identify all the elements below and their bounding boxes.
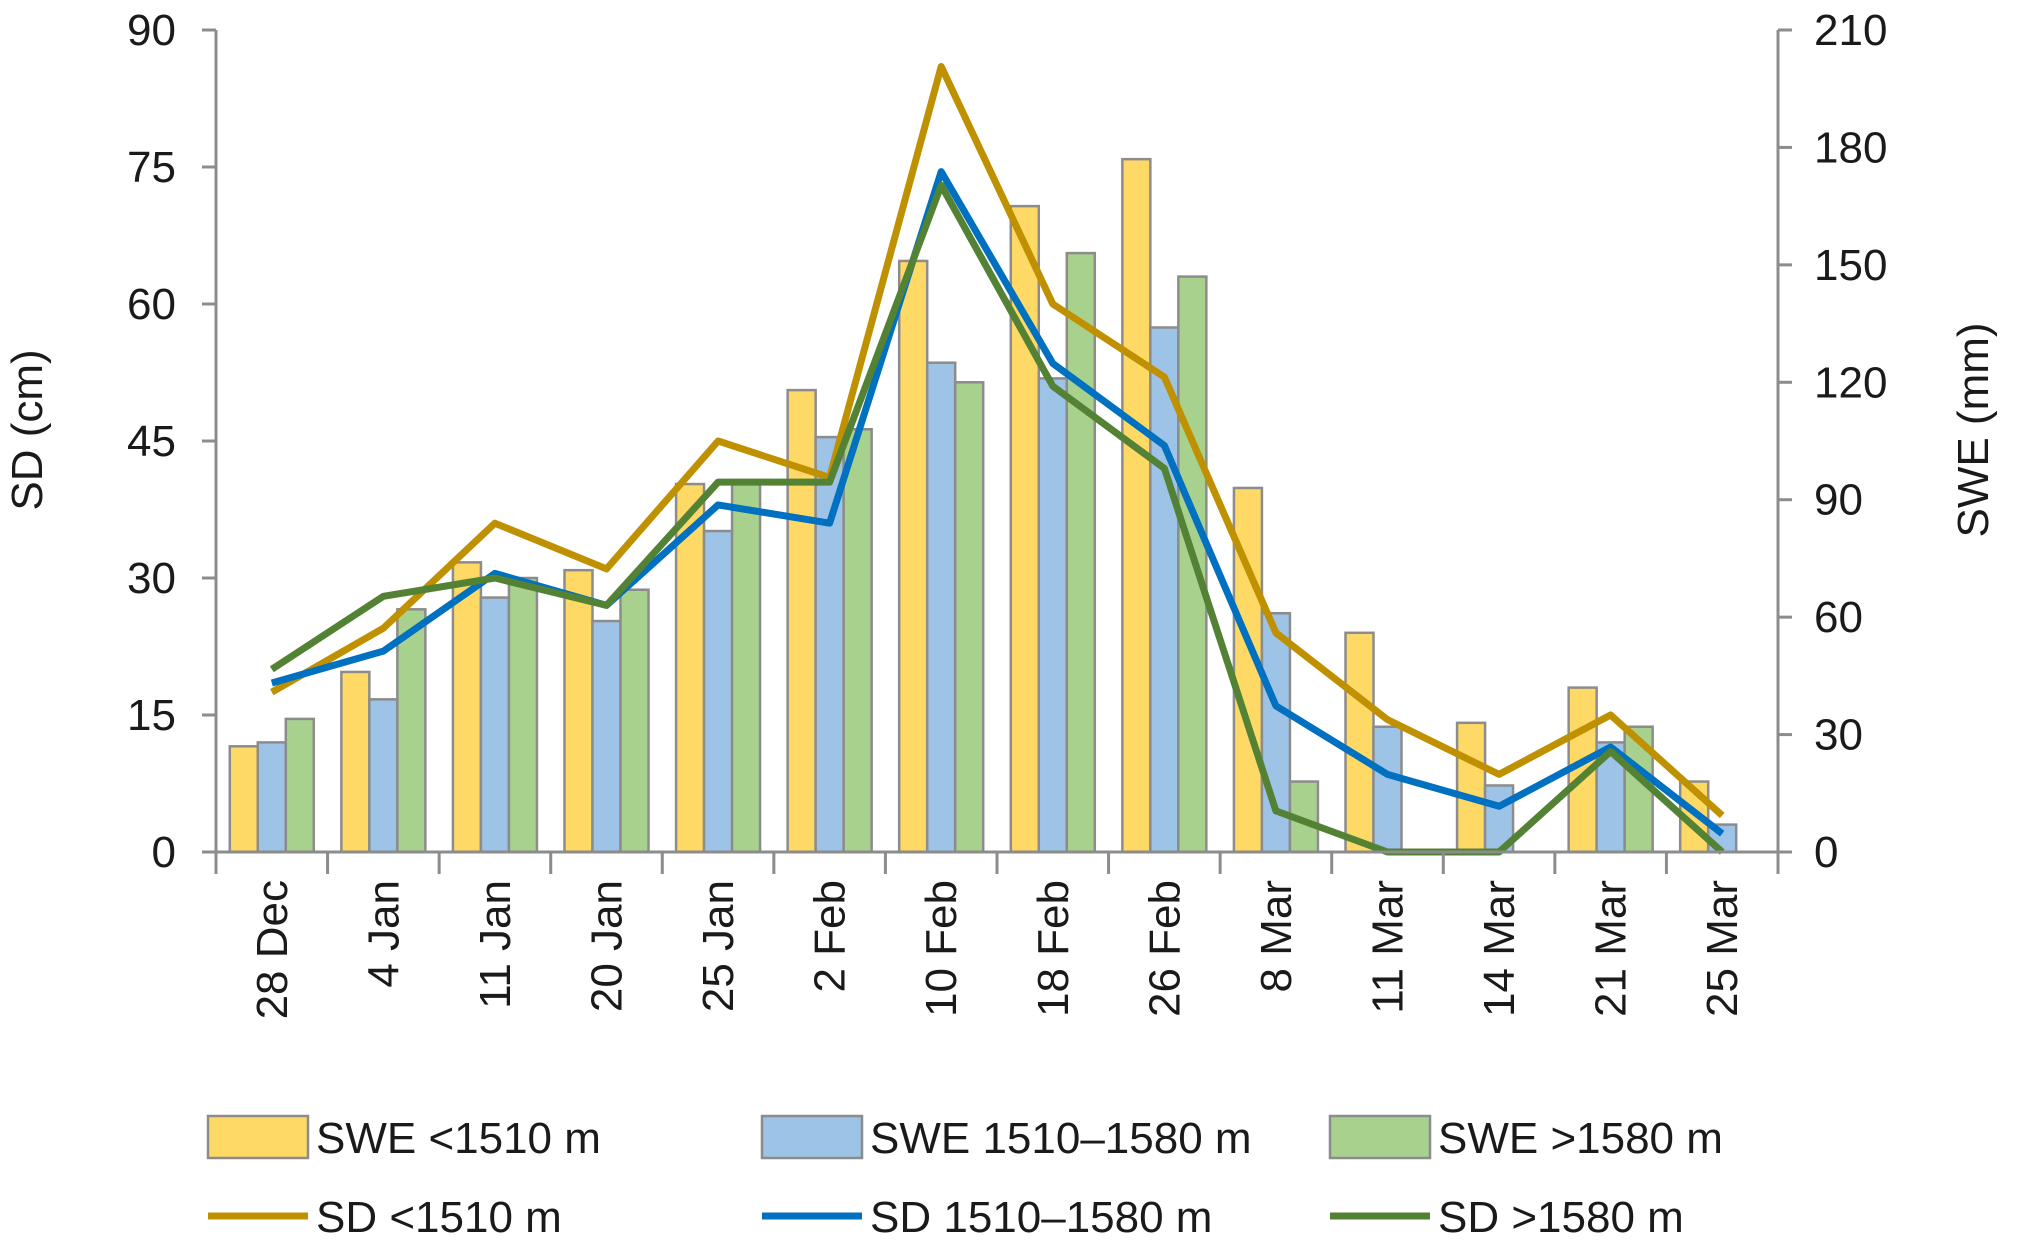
legend-label-line-0: SD <1510 m [316, 1193, 562, 1242]
y-right-tick-label-5: 150 [1814, 241, 1887, 290]
y-left-tick-label-3: 45 [127, 417, 176, 466]
x-tick-label-4: 25 Jan [694, 880, 743, 1012]
x-tick-label-0: 28 Dec [248, 880, 297, 1019]
legend: SWE <1510 m SWE 1510–1580 m SWE >1580 m SD … [206, 1114, 1723, 1242]
x-tick-label-12: 21 Mar [1587, 880, 1636, 1017]
bar-swe-s0-c5 [786, 388, 817, 854]
x-tick-label-2: 11 Jan [471, 880, 520, 1009]
y-right-tick-label-3: 90 [1814, 476, 1863, 525]
y-right-tick-label-0: 0 [1814, 828, 1838, 877]
bar-swe-s0-c6 [897, 259, 929, 854]
legend-label-bar-0: SWE <1510 m [316, 1114, 601, 1163]
bar-swe-s1-c4 [702, 529, 734, 854]
bar-swe-s2-c5 [842, 428, 873, 854]
y-left-tick-label-6: 90 [127, 6, 176, 55]
x-tick-label-8: 26 Feb [1140, 880, 1189, 1017]
x-tick-label-9: 8 Mar [1252, 880, 1301, 992]
y-left-tick-label-2: 30 [127, 554, 176, 603]
axes-layer: 0 15 30 45 60 75 90 0 30 60 90 120 150 180 210 28 Dec 4 … [127, 6, 1887, 1019]
bar-swe-s0-c3 [563, 568, 594, 854]
legend-swatch-bar-0 [206, 1114, 310, 1160]
y-axis-left-title: SD (cm) [3, 349, 52, 510]
y-left-tick-label-0: 0 [152, 828, 176, 877]
bar-swe-s1-c7 [1037, 377, 1069, 854]
x-tick-label-3: 20 Jan [583, 880, 632, 1012]
bar-swe-s0-c11 [1455, 721, 1487, 854]
bar-swe-s1-c0 [256, 741, 288, 854]
bar-swe-s0-c10 [1344, 631, 1375, 854]
legend-swatch-bar-2 [1328, 1114, 1432, 1160]
y-left-tick-label-4: 60 [127, 280, 176, 329]
legend-swatch-bar-1 [760, 1114, 864, 1160]
bar-swe-s0-c0 [228, 745, 260, 854]
line-sd-series-1 [270, 168, 1725, 837]
legend-label-line-2: SD >1580 m [1438, 1193, 1684, 1242]
bar-swe-s0-c2 [451, 561, 483, 854]
bar-swe-s0-c8 [1121, 157, 1152, 854]
y-left-tick-label-1: 15 [127, 691, 176, 740]
bar-swe-s1-c6 [925, 361, 957, 854]
bar-swe-s2-c7 [1065, 251, 1097, 854]
bar-swe-s0-c1 [340, 670, 371, 854]
x-tick-label-5: 2 Feb [806, 880, 855, 993]
x-tick-label-7: 18 Feb [1029, 880, 1078, 1017]
bar-swe-s1-c3 [591, 619, 622, 854]
y-right-tick-label-2: 60 [1814, 593, 1863, 642]
bar-swe-s1-c2 [479, 596, 511, 854]
x-tick-label-1: 4 Jan [359, 880, 408, 988]
x-tick-label-6: 10 Feb [917, 880, 966, 1017]
y-right-tick-label-7: 210 [1814, 6, 1887, 55]
x-tick-label-10: 11 Mar [1364, 880, 1413, 1014]
x-tick-label-11: 14 Mar [1475, 880, 1524, 1017]
x-tick-label-13: 25 Mar [1698, 880, 1747, 1017]
legend-label-line-1: SD 1510–1580 m [870, 1193, 1212, 1242]
bar-swe-s2-c4 [730, 478, 762, 854]
y-right-tick-label-6: 180 [1814, 123, 1887, 172]
bar-swe-s2-c3 [619, 588, 650, 854]
bar-swe-s2-c6 [953, 381, 985, 854]
bar-swe-s1-c10 [1372, 725, 1403, 854]
legend-label-bar-2: SWE >1580 m [1438, 1114, 1723, 1163]
legend-label-bar-1: SWE 1510–1580 m [870, 1114, 1252, 1163]
bar-swe-s2-c1 [396, 608, 427, 854]
bar-swe-s1-c8 [1149, 326, 1180, 854]
bar-swe-s1-c1 [368, 698, 399, 854]
y-right-tick-label-1: 30 [1814, 711, 1863, 760]
bar-swe-s2-c2 [507, 576, 539, 854]
y-right-tick-label-4: 120 [1814, 358, 1887, 407]
line-sd-series-0 [270, 63, 1725, 819]
bar-swe-s1-c5 [814, 435, 845, 854]
bar-swe-s2-c0 [284, 717, 316, 854]
y-axis-right-title: SWE (mm) [1949, 322, 1998, 537]
y-left-tick-label-5: 75 [127, 143, 176, 192]
